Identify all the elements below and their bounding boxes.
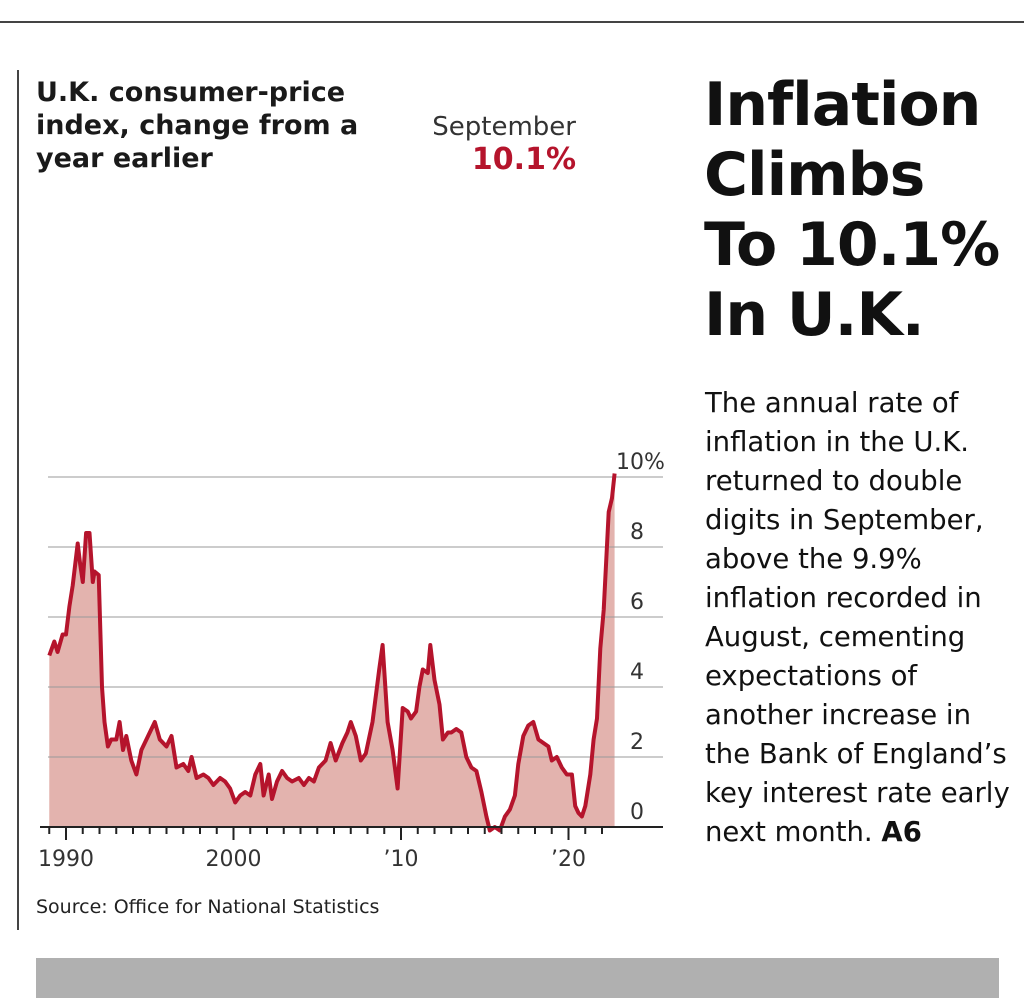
annotation-value: 10.1% (471, 142, 576, 177)
x-tick-label: 1990 (38, 847, 94, 872)
annotation-month: September (432, 112, 576, 142)
series-line (47, 473, 617, 833)
y-tick-label: 2 (630, 730, 644, 755)
article-summary: The annual rate of inflation in the U.K.… (705, 384, 1015, 852)
series-area (49, 473, 615, 831)
y-tick-label: 8 (630, 520, 644, 545)
headline-line: Climbs (704, 140, 925, 210)
x-tick-label: ’10 (384, 847, 419, 872)
chart-source: Source: Office for National Statistics (36, 896, 380, 918)
chart-title: U.K. consumer-price index, change from a… (36, 77, 359, 174)
top-rule (0, 21, 1024, 23)
latest-annotation: September 10.1% (432, 112, 576, 178)
gray-banner (36, 958, 999, 998)
x-tick-label: 2000 (206, 847, 262, 872)
y-tick-label: 10% (616, 450, 665, 475)
y-tick-label: 6 (630, 590, 644, 615)
x-tick-label: ’20 (551, 847, 586, 872)
article-headline: Inflation Climbs To 10.1% In U.K. (704, 70, 1000, 350)
left-rule (17, 70, 19, 930)
y-tick-label: 0 (630, 800, 644, 825)
page-reference[interactable]: A6 (881, 816, 922, 848)
headline-line: To 10.1% (704, 210, 1000, 280)
headline-line: Inflation (704, 70, 981, 140)
y-tick-label: 4 (630, 660, 644, 685)
headline-line: In U.K. (704, 280, 925, 350)
summary-text: The annual rate of inflation in the U.K.… (705, 387, 1010, 848)
